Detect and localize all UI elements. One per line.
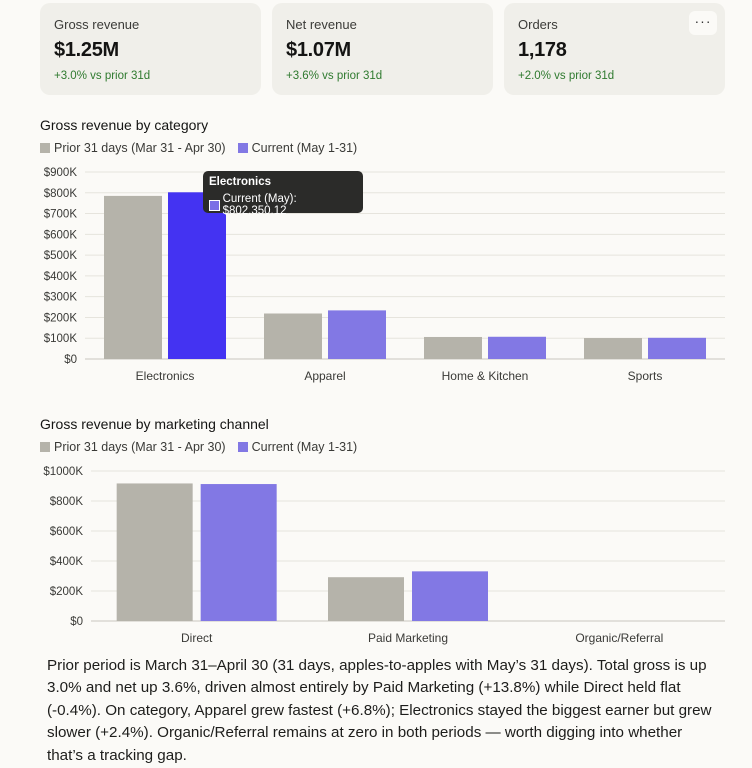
bar-prior[interactable] bbox=[104, 195, 162, 359]
card-label: Orders bbox=[518, 17, 558, 32]
legend-swatch bbox=[237, 143, 248, 153]
net-revenue-card: Net revenue $1.07M +3.6% vs prior 31d bbox=[272, 3, 493, 95]
bar-current[interactable] bbox=[168, 192, 226, 359]
y-tick-label: $0 bbox=[70, 616, 83, 628]
y-tick-label: $300K bbox=[44, 292, 78, 304]
category-bar-chart[interactable]: $0 $100K $200K $300K $400K $500K $600K $700K $80… bbox=[0, 160, 752, 420]
y-tick-label: $800K bbox=[50, 496, 84, 508]
channel-chart-legend: Prior 31 days (Mar 31 - Apr 30) Current … bbox=[40, 440, 369, 454]
x-category-label: Electronics bbox=[136, 369, 195, 383]
legend-item-current[interactable]: Current (May 1-31) bbox=[237, 440, 358, 454]
y-tick-label: $700K bbox=[44, 209, 78, 221]
y-tick-label: $400K bbox=[44, 271, 78, 283]
category-chart-legend: Prior 31 days (Mar 31 - Apr 30) Current … bbox=[40, 141, 369, 155]
x-category-label: Sports bbox=[628, 369, 663, 383]
card-value: 1,178 bbox=[518, 39, 567, 61]
chart-tooltip: Electronics Current (May): $802,350.12 bbox=[203, 171, 363, 217]
bar-prior[interactable] bbox=[584, 338, 642, 359]
category-chart-title: Gross revenue by category bbox=[40, 117, 209, 133]
card-delta: +2.0% vs prior 31d bbox=[518, 70, 615, 82]
y-tick-label: $200K bbox=[50, 586, 84, 598]
y-tick-label: $200K bbox=[44, 312, 78, 324]
legend-label: Prior 31 days (Mar 31 - Apr 30) bbox=[54, 440, 226, 454]
legend-swatch bbox=[40, 143, 50, 153]
x-category-label: Direct bbox=[181, 631, 213, 645]
legend-swatch bbox=[40, 442, 50, 452]
bar-prior[interactable] bbox=[116, 483, 193, 621]
orders-card: Orders 1,178 +2.0% vs prior 31d ··· bbox=[504, 3, 725, 95]
summary-text: Prior period is March 31–April 30 (31 da… bbox=[47, 657, 712, 764]
y-tick-label: $100K bbox=[44, 333, 78, 345]
y-tick-label: $400K bbox=[50, 556, 84, 568]
tooltip-title: Electronics bbox=[209, 176, 271, 188]
legend-item-current[interactable]: Current (May 1-31) bbox=[237, 141, 358, 155]
legend-label: Prior 31 days (Mar 31 - Apr 30) bbox=[54, 141, 226, 155]
bar-prior[interactable] bbox=[264, 313, 322, 359]
legend-item-prior[interactable]: Prior 31 days (Mar 31 - Apr 30) bbox=[40, 141, 226, 155]
y-tick-label: $500K bbox=[44, 250, 78, 262]
bar-prior[interactable] bbox=[328, 577, 404, 621]
kpi-cards: Gross revenue $1.25M +3.0% vs prior 31d … bbox=[40, 3, 726, 95]
channel-bar-chart[interactable]: $0 $200K $400K $600K $800K $1000K Direct Paid M… bbox=[0, 460, 752, 660]
y-tick-label: $600K bbox=[50, 526, 84, 538]
legend-label: Current (May 1-31) bbox=[251, 440, 358, 454]
card-label: Gross revenue bbox=[54, 17, 140, 32]
y-tick-label: $900K bbox=[44, 167, 78, 179]
channel-chart-title: Gross revenue by marketing channel bbox=[40, 416, 269, 432]
x-category-label: Organic/Referral bbox=[575, 631, 663, 645]
bar-current[interactable] bbox=[412, 571, 488, 621]
bar-current[interactable] bbox=[200, 484, 277, 621]
card-delta: +3.6% vs prior 31d bbox=[286, 70, 383, 82]
bar-prior[interactable] bbox=[424, 336, 482, 359]
legend-swatch bbox=[237, 442, 248, 452]
tooltip-swatch bbox=[209, 199, 220, 211]
card-value: $1.07M bbox=[286, 39, 351, 61]
x-category-label: Home & Kitchen bbox=[442, 369, 529, 383]
y-tick-label: $600K bbox=[44, 229, 78, 241]
card-delta: +3.0% vs prior 31d bbox=[54, 70, 151, 82]
legend-item-prior[interactable]: Prior 31 days (Mar 31 - Apr 30) bbox=[40, 440, 226, 454]
y-tick-label: $1000K bbox=[43, 466, 83, 478]
tooltip-row: Current (May): $802,350.12 bbox=[209, 193, 357, 217]
legend-label: Current (May 1-31) bbox=[251, 141, 358, 155]
card-value: $1.25M bbox=[54, 39, 119, 61]
more-options-button[interactable]: ··· bbox=[689, 11, 717, 35]
gross-revenue-card: Gross revenue $1.25M +3.0% vs prior 31d bbox=[40, 3, 261, 95]
x-category-label: Paid Marketing bbox=[368, 631, 448, 645]
tooltip-text: Current (May): $802,350.12 bbox=[222, 193, 297, 217]
x-category-label: Apparel bbox=[304, 369, 345, 383]
y-tick-label: $800K bbox=[44, 188, 78, 200]
bar-current[interactable] bbox=[648, 337, 706, 359]
bar-current[interactable] bbox=[488, 336, 546, 359]
card-label: Net revenue bbox=[286, 17, 357, 32]
bar-current[interactable] bbox=[328, 310, 386, 359]
y-tick-label: $0 bbox=[64, 354, 77, 366]
